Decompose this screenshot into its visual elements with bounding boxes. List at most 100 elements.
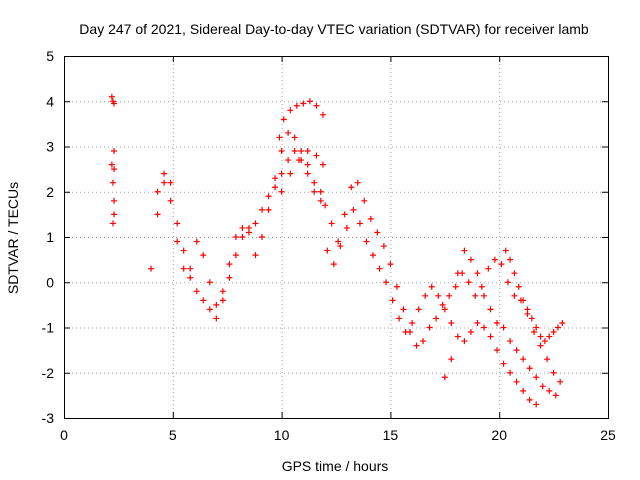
data-point — [324, 247, 331, 254]
data-point — [480, 324, 487, 331]
data-point — [520, 356, 527, 363]
data-point — [465, 279, 472, 286]
data-point — [108, 161, 115, 168]
series-prn-g — [324, 206, 540, 408]
data-point — [441, 306, 448, 313]
data-point — [193, 288, 200, 295]
data-point — [296, 157, 303, 164]
data-point — [193, 238, 200, 245]
data-point — [206, 306, 213, 313]
data-point — [272, 175, 279, 182]
data-point — [280, 116, 287, 123]
data-point — [369, 252, 376, 259]
data-point — [524, 306, 531, 313]
data-point — [446, 292, 453, 299]
data-point — [200, 252, 207, 259]
data-point — [498, 261, 505, 268]
data-point — [311, 179, 318, 186]
data-point — [265, 193, 272, 200]
data-point — [232, 234, 239, 240]
data-point — [461, 247, 468, 254]
data-point — [387, 261, 394, 268]
data-point — [239, 224, 246, 231]
x-axis-label: GPS time / hours — [282, 458, 389, 474]
data-point — [213, 301, 220, 308]
data-point — [252, 252, 259, 259]
series-prn-e — [108, 148, 118, 227]
data-point — [491, 256, 498, 263]
data-point — [546, 387, 553, 394]
data-point — [546, 333, 553, 340]
y-tick-label: 3 — [46, 139, 54, 155]
data-point — [393, 283, 400, 290]
data-point — [415, 306, 422, 313]
data-point — [474, 319, 481, 326]
data-point — [507, 369, 514, 376]
data-point — [383, 279, 390, 286]
grid — [64, 56, 608, 418]
data-point — [554, 324, 561, 331]
data-point — [111, 197, 118, 204]
data-point — [167, 197, 174, 204]
data-point — [328, 220, 335, 227]
data-point — [111, 166, 118, 173]
data-point — [439, 301, 446, 308]
data-point — [467, 256, 474, 263]
y-tick-label: 5 — [46, 48, 54, 64]
data-point — [454, 270, 461, 277]
data-point — [343, 224, 350, 231]
data-point — [511, 292, 518, 299]
data-point — [111, 148, 118, 155]
data-point — [322, 202, 329, 209]
data-point — [441, 374, 448, 381]
data-point — [154, 188, 161, 195]
y-axis-label: SDTVAR / TECUs — [5, 182, 21, 294]
data-point — [245, 229, 252, 236]
data-point — [409, 319, 416, 326]
data-point — [361, 197, 368, 204]
data-point — [435, 292, 442, 299]
data-point — [500, 360, 507, 367]
data-point — [278, 148, 285, 155]
axis-ticks: 0 5 10 15 20 25 -3 -2 -1 0 1 2 3 4 5 — [42, 48, 616, 443]
data-point — [400, 306, 407, 313]
data-point — [515, 283, 522, 290]
data-point — [304, 161, 311, 168]
data-point — [467, 329, 474, 336]
y-tick-label: 0 — [46, 274, 54, 290]
data-point — [341, 211, 348, 218]
data-point — [511, 270, 518, 277]
data-point — [348, 184, 355, 191]
data-point — [426, 324, 433, 331]
data-point — [311, 188, 318, 195]
data-point — [363, 238, 370, 245]
data-point — [552, 392, 559, 399]
data-points — [108, 93, 566, 408]
data-point — [402, 329, 409, 336]
data-point — [374, 229, 381, 236]
data-point — [109, 179, 116, 186]
data-point — [354, 179, 361, 186]
y-tick-label: -3 — [42, 410, 55, 426]
data-point — [539, 383, 546, 390]
data-point — [452, 283, 459, 290]
data-point — [219, 288, 226, 295]
data-point — [200, 297, 207, 304]
data-point — [219, 297, 226, 304]
data-point — [480, 292, 487, 299]
data-point — [313, 102, 320, 109]
data-point — [148, 265, 155, 272]
data-point — [259, 206, 266, 213]
data-point — [550, 369, 557, 376]
data-point — [167, 179, 174, 186]
data-point — [298, 148, 305, 155]
data-point — [350, 206, 357, 213]
data-point — [319, 111, 326, 118]
data-point — [317, 197, 324, 204]
x-tick-label: 20 — [491, 427, 507, 443]
data-point — [232, 252, 239, 259]
data-point — [174, 238, 181, 245]
data-point — [265, 206, 272, 213]
data-point — [526, 396, 533, 403]
